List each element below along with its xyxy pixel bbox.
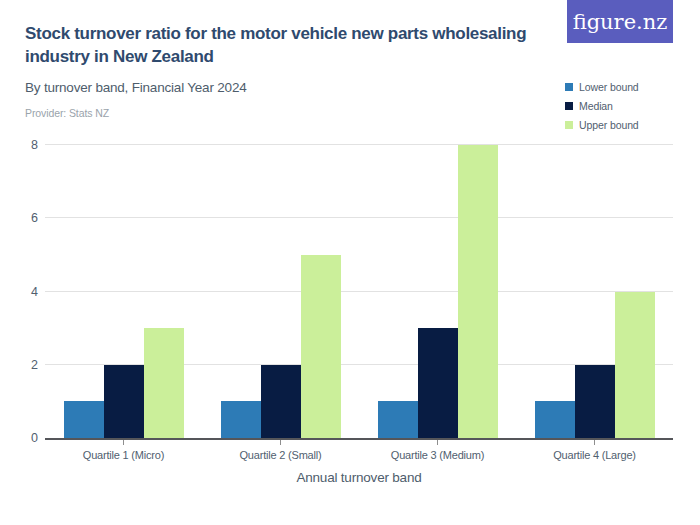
x-tick-label-quartile-3-medium: Quartile 3 (Medium) [359,449,516,461]
x-tick-mark [594,440,595,445]
legend: Lower bound Median Upper bound [565,77,639,134]
legend-item-lower-bound: Lower bound [565,77,639,96]
legend-label: Lower bound [579,81,639,93]
legend-swatch-icon [565,83,573,91]
bar-lower-bound-quartile-3-medium [378,401,418,438]
x-tick-cell [516,440,673,445]
x-tick-cell [45,440,202,445]
x-tick-label-quartile-4-large: Quartile 4 (Large) [516,449,673,461]
legend-swatch-icon [565,102,573,110]
bar-upper-bound-quartile-1-micro [144,328,184,438]
legend-label: Median [579,100,613,112]
legend-item-upper-bound: Upper bound [565,115,639,134]
x-tick-mark [123,440,124,445]
legend-item-median: Median [565,96,639,115]
bar-lower-bound-quartile-4-large [535,401,575,438]
legend-label: Upper bound [579,119,639,131]
chart-subtitle: By turnover band, Financial Year 2024 [25,80,525,95]
bar-lower-bound-quartile-2-small [221,401,261,438]
y-tick-label-2: 2 [0,358,38,372]
figurenz-logo-text: figure.nz [573,10,668,34]
x-axis-ticks [45,440,673,445]
chart-page: Stock turnover ratio for the motor vehic… [0,0,700,525]
bar-median-quartile-1-micro [104,365,144,438]
y-tick-label-6: 6 [0,211,38,225]
provider-label: Provider: Stats NZ [25,107,109,119]
bar-median-quartile-3-medium [418,328,458,438]
legend-swatch-icon [565,121,573,129]
y-axis-labels: 02468 [0,145,38,438]
x-tick-mark [280,440,281,445]
bar-group-quartile-3-medium [359,145,516,438]
bar-group-quartile-1-micro [45,145,202,438]
bar-group-quartile-4-large [516,145,673,438]
y-tick-label-4: 4 [0,285,38,299]
bar-median-quartile-4-large [575,365,615,438]
bar-upper-bound-quartile-4-large [615,292,655,439]
bar-group-quartile-2-small [202,145,359,438]
x-axis-labels: Quartile 1 (Micro)Quartile 2 (Small)Quar… [45,449,673,461]
x-tick-mark [437,440,438,445]
y-tick-label-8: 8 [0,138,38,152]
x-tick-cell [359,440,516,445]
x-tick-label-quartile-1-micro: Quartile 1 (Micro) [45,449,202,461]
bar-upper-bound-quartile-2-small [301,255,341,438]
bar-lower-bound-quartile-1-micro [64,401,104,438]
bar-upper-bound-quartile-3-medium [458,145,498,438]
x-tick-label-quartile-2-small: Quartile 2 (Small) [202,449,359,461]
y-tick-label-0: 0 [0,431,38,445]
chart-title: Stock turnover ratio for the motor vehic… [25,22,580,68]
figurenz-logo[interactable]: figure.nz [567,0,673,43]
plot-area [45,145,673,440]
bar-median-quartile-2-small [261,365,301,438]
x-tick-cell [202,440,359,445]
bar-groups [45,145,673,438]
x-axis-title: Annual turnover band [45,470,673,485]
